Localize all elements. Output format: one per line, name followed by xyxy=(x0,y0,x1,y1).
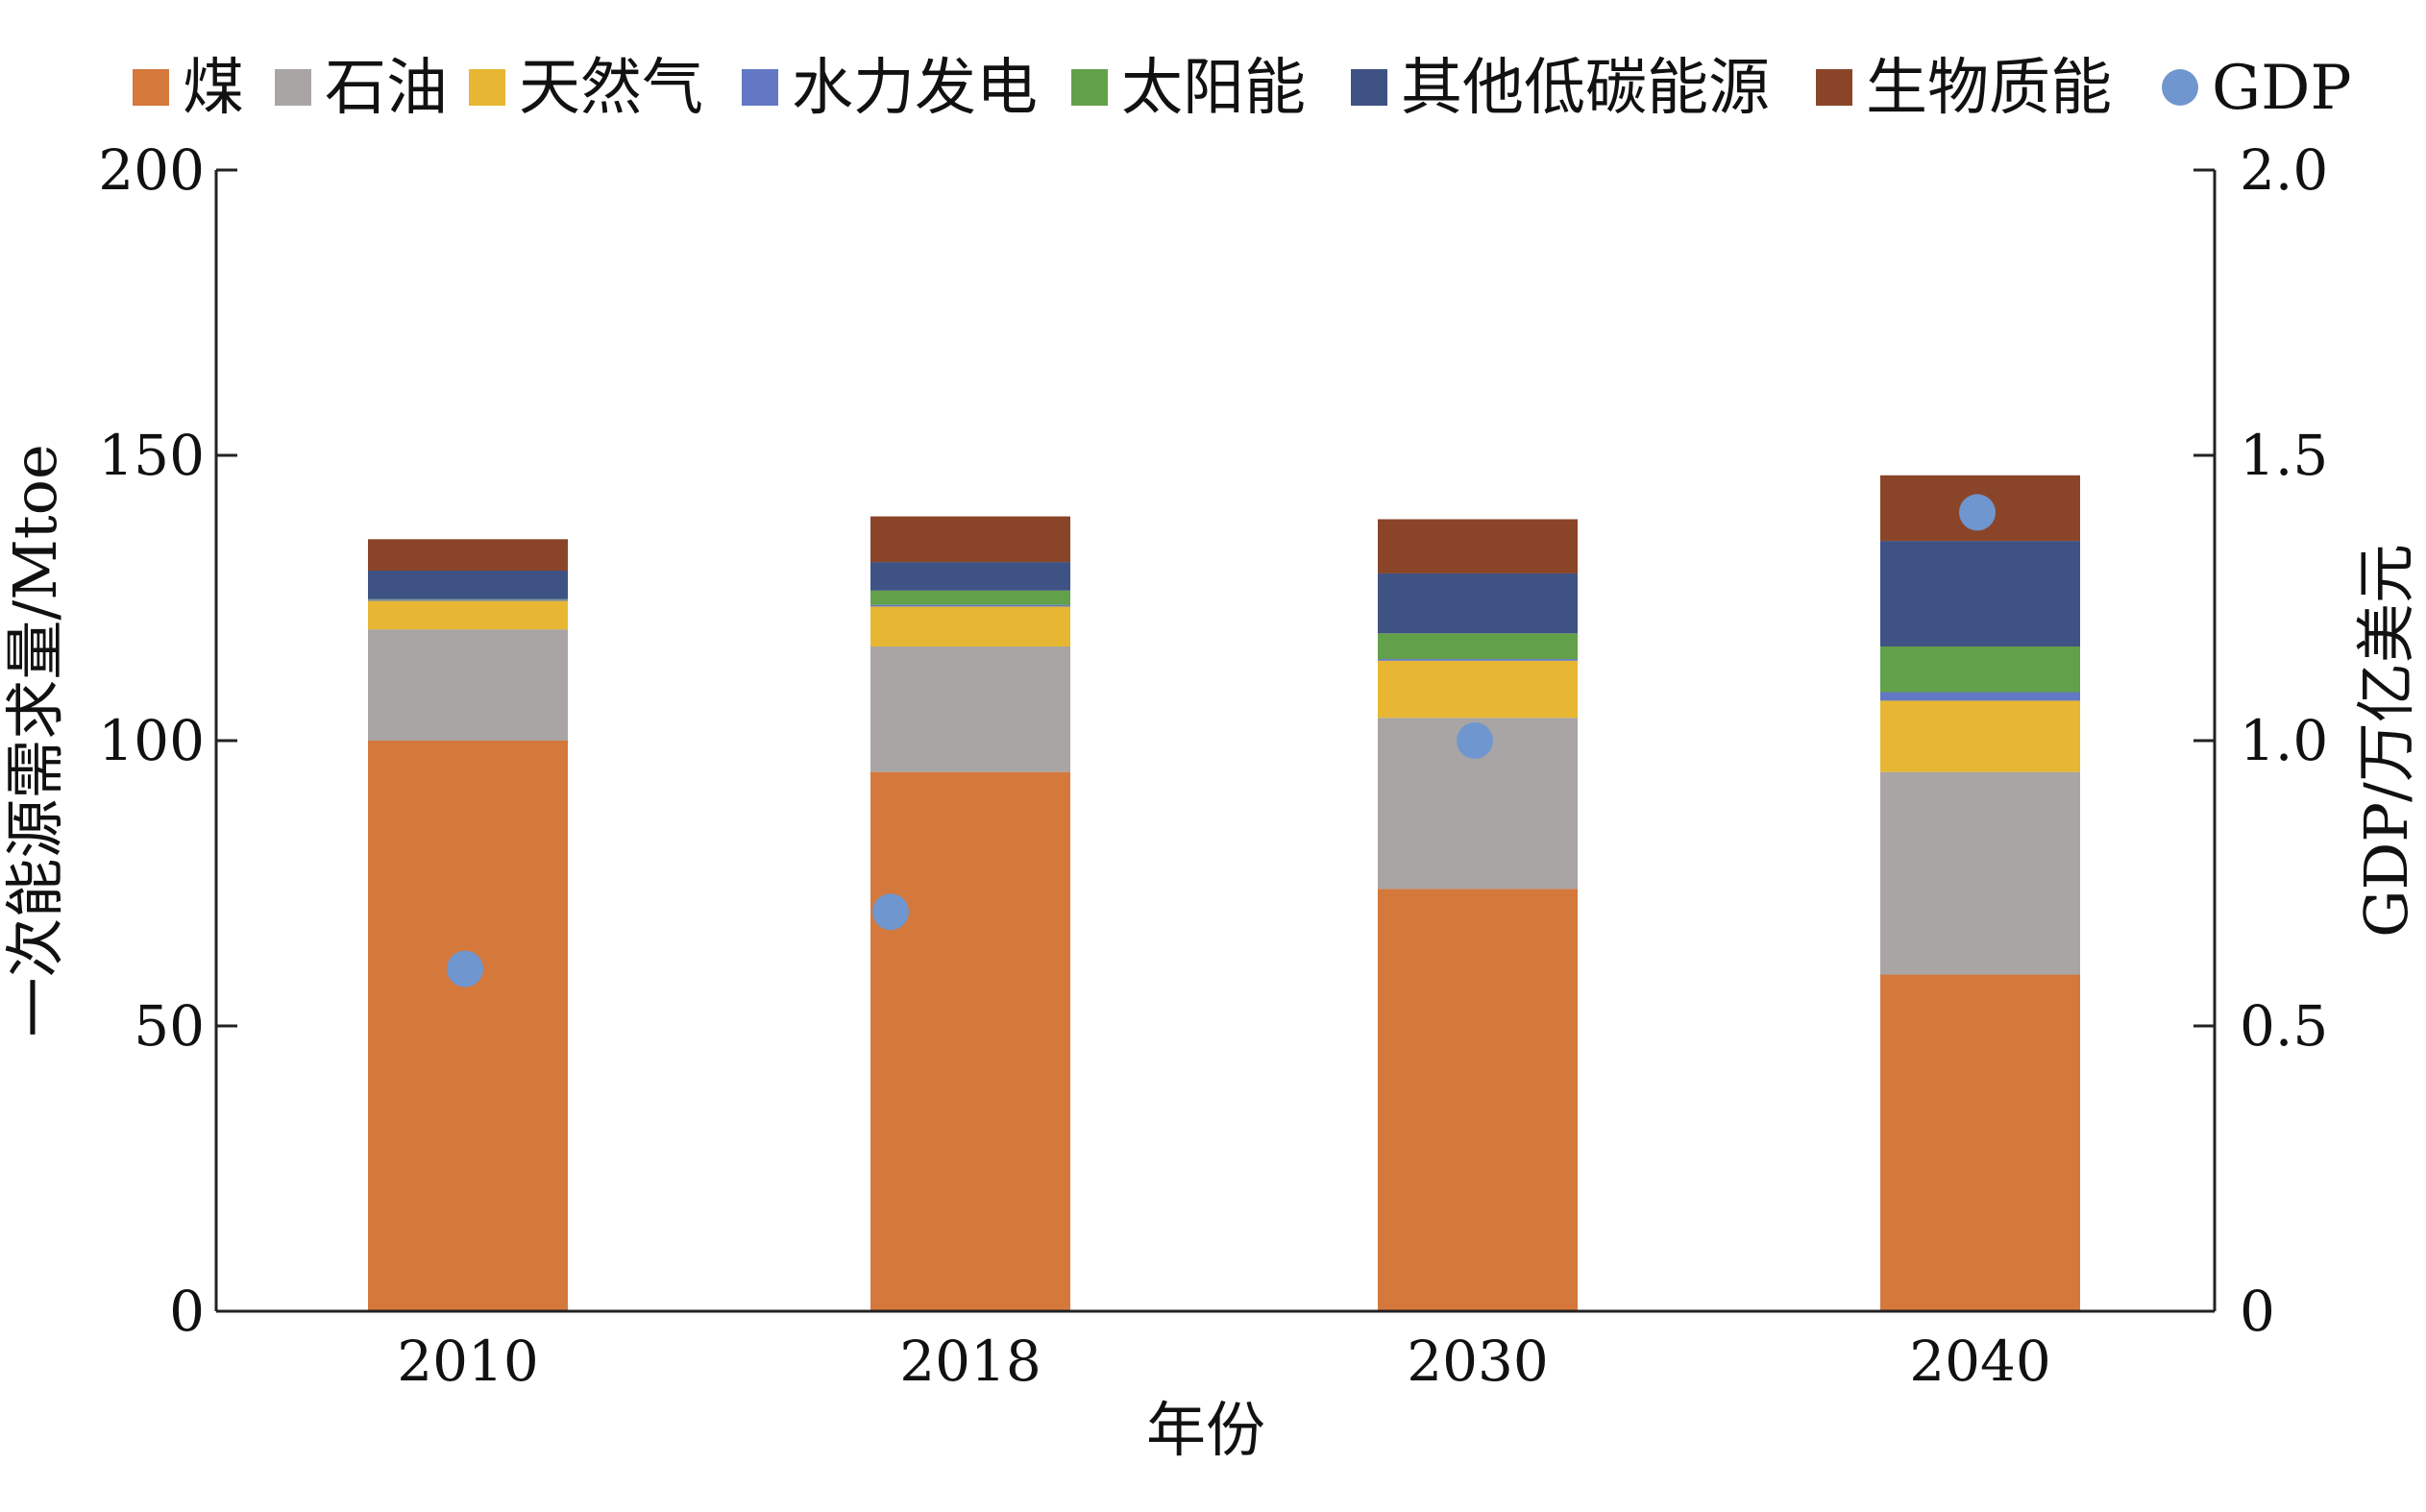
bar-2010-series-5 xyxy=(368,570,568,599)
legend-label-6: 生物质能 xyxy=(1866,53,2112,124)
bar-2030-series-6 xyxy=(1378,519,1578,573)
bar-2040-series-1 xyxy=(1880,771,2080,975)
bar-2018-series-4 xyxy=(870,590,1070,605)
legend-swatch-gdp xyxy=(2162,69,2198,106)
left-axis-ticks: 0 50 100 150 200 xyxy=(98,137,237,1344)
bar-2018-series-0 xyxy=(870,771,1070,1311)
legend-label-1: 石油 xyxy=(325,53,448,124)
bar-2040-series-0 xyxy=(1880,974,2080,1311)
legend-label-0: 煤 xyxy=(183,53,244,124)
left-tick-label: 200 xyxy=(98,137,205,203)
gdp-point-2018 xyxy=(872,893,909,931)
bar-2040-series-2 xyxy=(1880,700,2080,772)
x-tick-label: 2040 xyxy=(1909,1329,2051,1394)
gdp-points xyxy=(447,494,1996,988)
bar-2010-series-1 xyxy=(368,629,568,741)
bar-2030-series-0 xyxy=(1378,889,1578,1311)
bar-2030-series-3 xyxy=(1378,659,1578,661)
gdp-point-2040 xyxy=(1959,494,1996,531)
legend-swatch-1 xyxy=(275,69,311,106)
bar-2030-series-5 xyxy=(1378,573,1578,634)
legend-swatch-4 xyxy=(1071,69,1108,106)
x-axis-ticks: 2010 2018 2030 2040 xyxy=(397,1329,2051,1394)
legend-label-7: GDP xyxy=(2212,53,2352,124)
bar-2030-series-4 xyxy=(1378,633,1578,660)
right-tick-label: 0 xyxy=(2240,1279,2275,1344)
right-tick-label: 1.0 xyxy=(2240,708,2328,773)
bar-2010-series-3 xyxy=(368,599,568,601)
legend: 煤 石油 天然气 水力发电 太阳能 其他低碳能源 生物质能 GDP xyxy=(133,53,2352,124)
bar-2018-series-6 xyxy=(870,516,1070,563)
left-tick-label: 100 xyxy=(98,708,205,773)
bars xyxy=(368,475,2080,1311)
x-tick-label: 2018 xyxy=(899,1329,1041,1394)
legend-swatch-0 xyxy=(133,69,169,106)
y-axis-title: 一次能源需求量/Mtoe xyxy=(0,444,70,1036)
legend-label-4: 太阳能 xyxy=(1121,53,1306,124)
legend-swatch-3 xyxy=(742,69,778,106)
left-tick-label: 0 xyxy=(169,1279,205,1344)
bar-2040-series-3 xyxy=(1880,692,2080,701)
bar-2010-series-4 xyxy=(368,598,568,600)
x-axis-title: 年份 xyxy=(1146,1395,1265,1465)
right-tick-label: 1.5 xyxy=(2240,423,2328,488)
x-tick-label: 2030 xyxy=(1407,1329,1549,1394)
left-tick-label: 150 xyxy=(98,423,205,488)
bar-2018-series-2 xyxy=(870,606,1070,646)
bar-2018-series-5 xyxy=(870,562,1070,591)
bar-2010-series-0 xyxy=(368,741,568,1311)
x-tick-label: 2010 xyxy=(397,1329,539,1394)
bar-2010-series-2 xyxy=(368,600,568,630)
legend-label-5: 其他低碳能源 xyxy=(1401,53,1770,124)
right-tick-label: 0.5 xyxy=(2240,993,2328,1059)
gdp-point-2030 xyxy=(1457,722,1493,759)
legend-swatch-6 xyxy=(1816,69,1852,106)
y-axis-right-title: GDP/万亿美元 xyxy=(2351,544,2421,938)
right-axis-ticks: 0 0.5 1.0 1.5 2.0 xyxy=(2193,137,2328,1344)
legend-swatch-5 xyxy=(1351,69,1387,106)
bar-2030-series-2 xyxy=(1378,660,1578,719)
legend-swatch-2 xyxy=(469,69,505,106)
bar-2010-series-6 xyxy=(368,539,568,571)
legend-label-2: 天然气 xyxy=(519,53,703,124)
bar-2040-series-5 xyxy=(1880,541,2080,646)
left-tick-label: 50 xyxy=(134,993,205,1059)
right-tick-label: 2.0 xyxy=(2240,137,2328,203)
bar-2040-series-4 xyxy=(1880,646,2080,693)
legend-label-3: 水力发电 xyxy=(792,53,1038,124)
bar-2018-series-1 xyxy=(870,646,1070,772)
gdp-point-2010 xyxy=(447,950,483,988)
bar-2018-series-3 xyxy=(870,604,1070,607)
